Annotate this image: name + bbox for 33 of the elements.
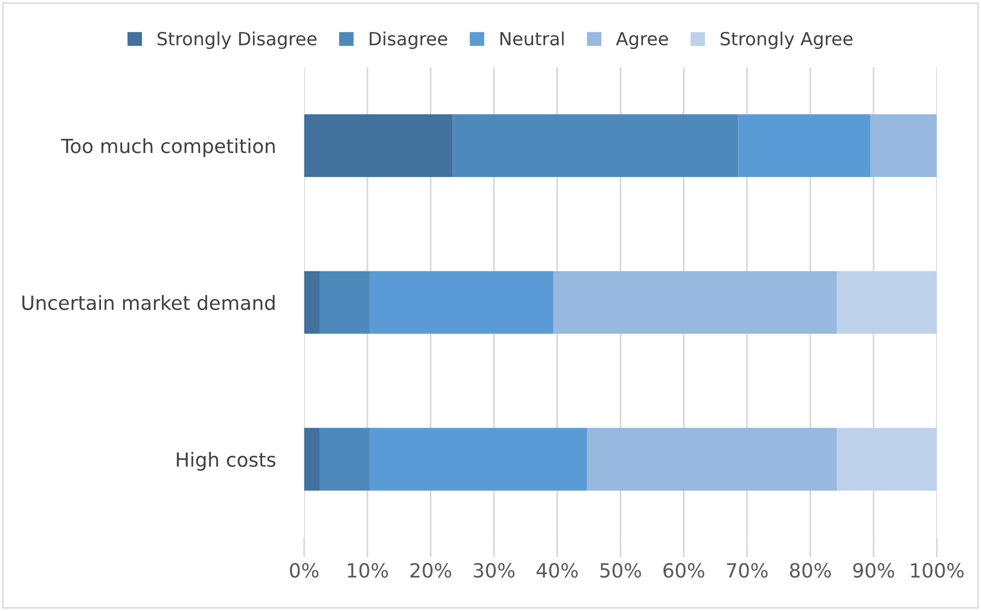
bar: [836, 428, 937, 491]
bar: [553, 271, 837, 334]
bar: [870, 114, 937, 177]
x-tick-label: 50%: [600, 563, 642, 578]
legend-label: Neutral: [500, 32, 564, 46]
x-tick-label: 40%: [536, 563, 578, 578]
legend-label: Disagree: [370, 32, 448, 49]
bar: [304, 114, 453, 177]
bar: [370, 428, 587, 491]
bar: [586, 428, 837, 491]
bar: [320, 428, 370, 491]
legend-label: Agree: [616, 32, 668, 49]
y-tick-label: Too much competition: [61, 138, 275, 158]
bar: [738, 114, 870, 177]
y-tick-label: High costs: [176, 452, 276, 471]
bar: [836, 271, 937, 334]
bar: [452, 114, 738, 177]
x-tick-label: 90%: [853, 563, 894, 578]
x-tick-label: 30%: [474, 563, 514, 578]
x-tick-label: 0%: [290, 563, 318, 578]
bar: [304, 428, 320, 491]
legend-label: Strongly Agree: [720, 32, 852, 49]
x-tick-label: 60%: [664, 563, 704, 578]
x-tick-label: 10%: [348, 563, 388, 578]
bar: [304, 271, 320, 334]
x-tick-label: 100%: [911, 563, 964, 578]
x-tick-label: 20%: [410, 563, 452, 578]
x-tick-label: 70%: [727, 563, 768, 578]
bar: [370, 271, 554, 334]
x-tick-label: 80%: [790, 563, 831, 578]
y-tick-label: Uncertain market demand: [22, 295, 275, 310]
legend-label: Strongly Disagree: [158, 32, 316, 49]
bar: [320, 271, 370, 334]
